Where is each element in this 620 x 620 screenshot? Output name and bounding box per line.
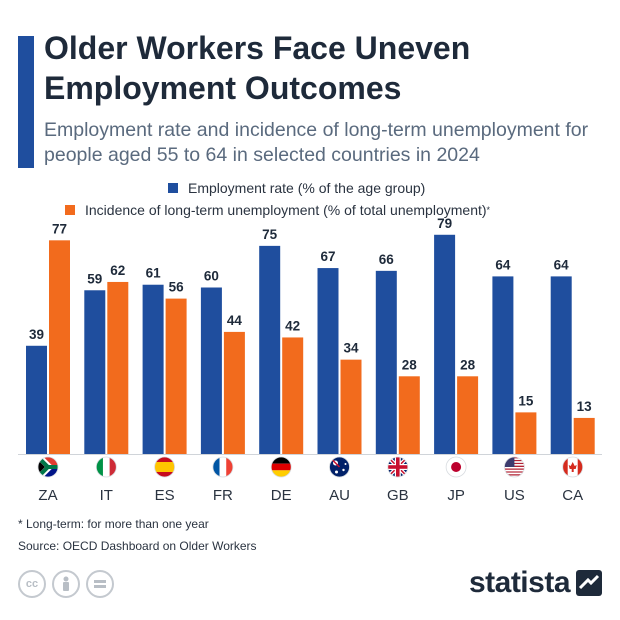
title-accent-bar: [18, 36, 34, 168]
data-label-long-term-jp: 28: [460, 357, 476, 372]
italy-flag: [95, 456, 117, 478]
cc-icon[interactable]: cc: [18, 570, 46, 598]
germany-flag-border: [270, 456, 292, 478]
legend-swatch-employment: [168, 183, 178, 193]
category-label-us: US: [504, 487, 525, 504]
category-label-jp: JP: [447, 487, 465, 504]
legend-label-employment: Employment rate (% of the age group): [188, 180, 426, 196]
bar-employment-es: [142, 284, 164, 454]
south-africa-flag: [37, 456, 59, 478]
data-label-long-term-ca: 13: [577, 399, 593, 414]
data-label-employment-za: 39: [29, 327, 44, 342]
japan-flag-border: [445, 456, 467, 478]
south-africa-flag-border: [37, 456, 59, 478]
data-label-employment-us: 64: [495, 257, 511, 272]
category-label-fr: FR: [213, 487, 233, 504]
data-label-long-term-it: 62: [110, 263, 125, 278]
bar-long-term-es: [165, 298, 187, 454]
footnote: * Long-term: for more than one year: [18, 517, 209, 531]
legend-item-employment: Employment rate (% of the age group): [168, 180, 425, 196]
bar-long-term-za: [49, 240, 70, 454]
legend-label-long-term: Incidence of long-term unemployment (% o…: [85, 202, 487, 218]
canada-flag-border: [562, 456, 584, 478]
bar-long-term-de: [282, 337, 304, 454]
statista-logo[interactable]: statista: [469, 566, 602, 600]
data-label-employment-fr: 60: [204, 269, 219, 284]
category-label-ca: CA: [562, 487, 583, 504]
data-label-employment-de: 75: [262, 227, 278, 242]
united-states-flag-border: [504, 456, 525, 478]
bar-employment-fr: [200, 287, 222, 454]
united-states-flag: [504, 456, 525, 478]
category-label-au: AU: [329, 487, 350, 504]
germany-flag: [270, 456, 292, 478]
data-label-employment-gb: 66: [379, 252, 395, 267]
australia-flag: [329, 456, 350, 478]
bar-long-term-us: [515, 412, 537, 454]
chart-subtitle: Employment rate and incidence of long-te…: [44, 119, 589, 166]
data-label-long-term-us: 15: [518, 393, 534, 408]
bar-long-term-ca: [573, 417, 595, 454]
bar-employment-it: [84, 290, 106, 454]
data-label-long-term-fr: 44: [227, 313, 243, 328]
brand-name: statista: [468, 566, 571, 599]
united-kingdom-flag: [387, 456, 409, 478]
category-label-es: ES: [155, 487, 175, 504]
australia-flag-border: [329, 456, 350, 478]
bar-employment-us: [492, 276, 514, 454]
bar-employment-de: [259, 245, 281, 454]
japan-flag: [445, 456, 467, 478]
data-label-employment-jp: 79: [437, 216, 452, 231]
data-label-employment-es: 61: [146, 266, 162, 281]
bar-employment-ca: [550, 276, 572, 454]
no-derivatives-icon[interactable]: [86, 570, 114, 598]
data-label-long-term-au: 34: [343, 341, 359, 356]
bar-long-term-it: [107, 281, 129, 454]
legend-footnote-marker: *: [486, 205, 491, 215]
legend-swatch-long-term: [65, 205, 75, 215]
category-label-it: IT: [100, 487, 113, 504]
data-label-employment-au: 67: [320, 249, 335, 264]
spain-flag: [154, 456, 176, 478]
bar-employment-au: [317, 268, 339, 454]
data-label-long-term-za: 77: [52, 221, 67, 236]
statista-mark-icon: [576, 570, 602, 596]
source-note: Source: OECD Dashboard on Older Workers: [18, 539, 257, 553]
bar-long-term-au: [340, 359, 362, 454]
chart-title: Older Workers Face Uneven Employment Out…: [44, 30, 471, 106]
bar-employment-za: [26, 345, 47, 454]
license-icons: cc: [18, 570, 114, 598]
category-label-za: ZA: [38, 487, 57, 504]
bar-long-term-gb: [398, 376, 420, 454]
france-flag: [212, 456, 234, 478]
france-flag-border: [212, 456, 234, 478]
data-label-employment-ca: 64: [554, 257, 570, 272]
data-label-long-term-gb: 28: [402, 357, 418, 372]
category-label-gb: GB: [387, 487, 409, 504]
italy-flag-border: [95, 456, 117, 478]
bar-employment-gb: [375, 270, 397, 454]
bar-employment-jp: [434, 234, 456, 454]
attribution-icon[interactable]: [52, 570, 80, 598]
category-label-de: DE: [271, 487, 292, 504]
united-kingdom-flag-border: [387, 456, 409, 478]
bar-long-term-fr: [223, 331, 245, 454]
bar-long-term-jp: [457, 376, 479, 454]
legend-item-long-term: Incidence of long-term unemployment (% o…: [65, 202, 490, 218]
spain-flag-border: [154, 456, 176, 478]
data-label-long-term-es: 56: [169, 280, 185, 295]
canada-flag: [562, 456, 584, 478]
data-label-long-term-de: 42: [285, 318, 300, 333]
data-label-employment-it: 59: [87, 271, 102, 286]
